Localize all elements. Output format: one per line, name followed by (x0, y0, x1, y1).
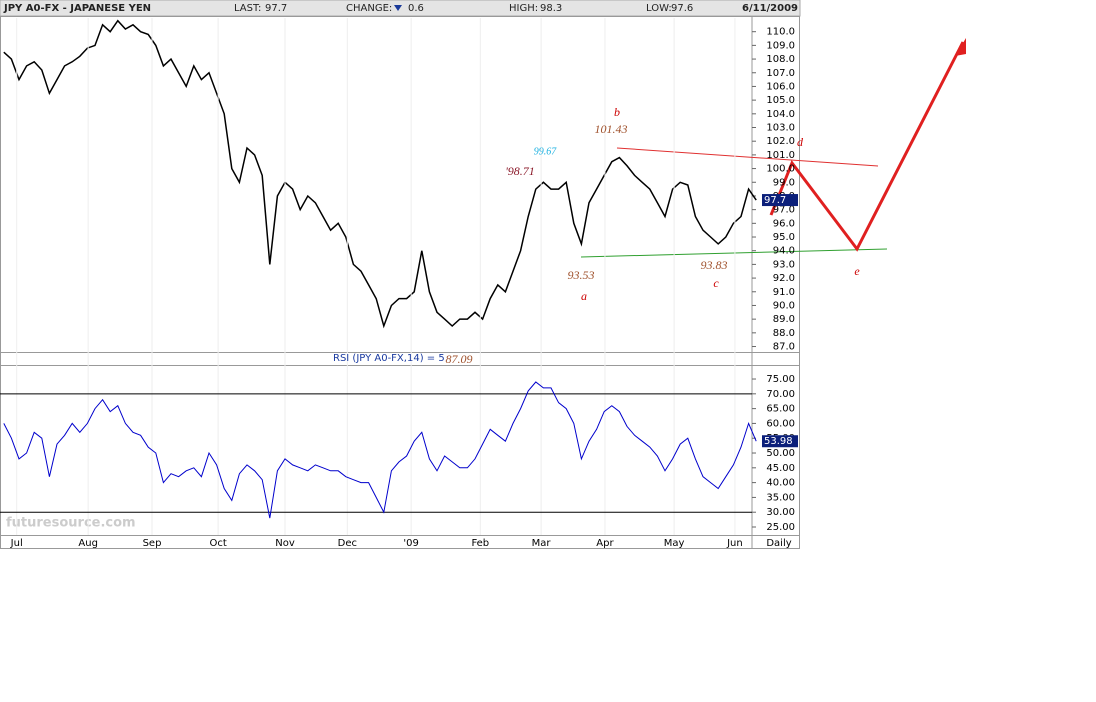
x-tick-label: Dec (338, 538, 357, 549)
y-tick-label: 109.0 (766, 40, 795, 51)
y-tick-label: 30.00 (766, 507, 795, 518)
y-tick-label: 75.00 (766, 374, 795, 385)
y-tick-label: 106.0 (766, 81, 795, 92)
y-tick-label: 92.0 (773, 273, 795, 284)
down-icon (394, 5, 402, 11)
rsi-label: RSI (JPY A0-FX,14) = 5 (333, 353, 445, 364)
last-label: LAST: (234, 3, 261, 14)
low: 97.6 (671, 3, 693, 14)
y-tick-label: 60.00 (766, 418, 795, 429)
annotation: b (614, 105, 620, 119)
last: 97.7 (265, 3, 287, 14)
y-tick-label: 40.00 (766, 478, 795, 489)
series-line (3, 381, 757, 519)
y-tick-label: 110.0 (766, 27, 795, 38)
annotation: 99.67 (534, 146, 558, 157)
series-line (3, 19, 757, 329)
y-tick-label: 108.0 (766, 54, 795, 65)
y-tick-label: 97.0 (773, 205, 795, 216)
y-tick-label: 65.00 (766, 404, 795, 415)
x-tick-label: May (664, 538, 685, 549)
y-tick-label: 94.0 (773, 246, 795, 257)
x-tick-label: Oct (209, 538, 226, 549)
x-tick-label: '09 (403, 538, 418, 549)
watermark: futuresource.com (6, 516, 136, 531)
y-tick-label: 107.0 (766, 68, 795, 79)
y-tick-label: 35.00 (766, 492, 795, 503)
annotation: c (713, 276, 719, 290)
period-label: Daily (766, 538, 791, 549)
change-label: CHANGE: (346, 3, 392, 14)
x-tick-label: Sep (143, 538, 162, 549)
y-tick-label: 99.0 (773, 177, 795, 188)
last-value-label: 97.7 (764, 195, 786, 206)
x-tick-label: Apr (596, 538, 614, 549)
y-tick-label: 102.0 (766, 136, 795, 147)
x-tick-label: Aug (78, 538, 98, 549)
y-tick-label: 70.00 (766, 389, 795, 400)
y-tick-label: 96.0 (773, 218, 795, 229)
y-tick-label: 87.0 (773, 342, 795, 353)
y-tick-label: 104.0 (766, 109, 795, 120)
last-value-label: 53.98 (764, 436, 793, 447)
annotation: d (797, 135, 804, 149)
y-tick-label: 105.0 (766, 95, 795, 106)
y-tick-label: 93.0 (773, 259, 795, 270)
x-tick-label: Jun (726, 538, 743, 549)
y-tick-label: 89.0 (773, 314, 795, 325)
upper-trendline (616, 147, 879, 167)
annotation: 87.09 (446, 352, 473, 366)
last-value-box (762, 435, 798, 448)
x-tick-label: Nov (275, 538, 295, 549)
last-value-box (762, 194, 798, 207)
y-tick-label: 91.0 (773, 287, 795, 298)
y-tick-label: 50.00 (766, 448, 795, 459)
y-tick-label: 88.0 (773, 328, 795, 339)
x-tick-label: Feb (471, 538, 489, 549)
annotation: a (581, 289, 587, 303)
y-tick-label: 103.0 (766, 123, 795, 134)
y-tick-label: 90.0 (773, 300, 795, 311)
change: 0.6 (408, 3, 424, 14)
x-tick-label: Jul (10, 538, 23, 549)
annotation: 93.53 (568, 268, 595, 282)
y-tick-label: 101.0 (766, 150, 795, 161)
high: 98.3 (540, 3, 562, 14)
arrow-head (955, 38, 966, 56)
low-label: LOW: (646, 3, 672, 14)
frame (0, 16, 800, 549)
annotation: e (854, 264, 860, 278)
lower-trendline (580, 248, 888, 258)
y-tick-label: 100.0 (766, 164, 795, 175)
y-tick-label: 95.0 (773, 232, 795, 243)
annotation: '98.71 (505, 164, 535, 178)
symbol: JPY A0-FX - JAPANESE YEN (3, 3, 151, 14)
projection-path (769, 41, 965, 252)
y-tick-label: 45.00 (766, 463, 795, 474)
x-tick-label: Mar (532, 538, 552, 549)
y-tick-label: 25.00 (766, 522, 795, 533)
annotation: 93.83 (701, 258, 728, 272)
high-label: HIGH: (509, 3, 538, 14)
date: 6/11/2009 (742, 3, 798, 14)
annotation: 101.43 (595, 122, 628, 136)
